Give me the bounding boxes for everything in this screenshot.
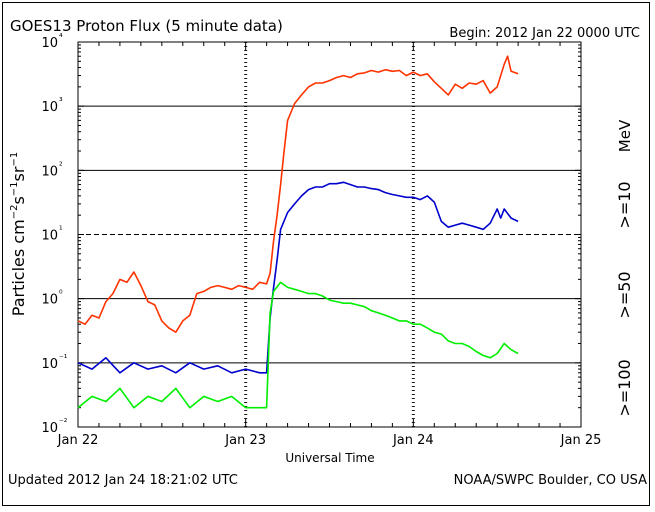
y-tick-label: 10	[41, 357, 58, 372]
y-tick-label: 10	[41, 100, 58, 115]
y-tick-label: 10	[41, 36, 58, 51]
chart-title: GOES13 Proton Flux (5 minute data)	[10, 17, 283, 35]
y-tick-exponent: ⁻²	[59, 418, 68, 428]
y-tick-exponent: ³	[59, 97, 63, 107]
y-tick-exponent: ²	[59, 161, 63, 171]
y-tick-exponent: ⁻¹	[59, 354, 68, 364]
x-tick-label: Jan 23	[224, 433, 266, 448]
y-tick-label: 10	[41, 421, 58, 436]
y-tick-exponent: ¹	[59, 226, 63, 236]
x-axis: Jan 22 Jan 23 Jan 24 Jan 25	[57, 42, 602, 448]
begin-time: Begin: 2012 Jan 22 0000 UTC	[449, 26, 640, 41]
legend-unit: MeV	[616, 119, 634, 152]
x-tick-label: Jan 24	[392, 433, 434, 448]
series-line-10mev	[77, 55, 519, 334]
legend-100mev: >=100	[615, 359, 634, 416]
series-line-50mev	[77, 181, 519, 374]
updated-time: Updated 2012 Jan 24 18:21:02 UTC	[8, 473, 238, 488]
y-tick-exponent: ⁰	[59, 290, 63, 300]
credit-label: NOAA/SWPC Boulder, CO USA	[454, 473, 647, 488]
x-tick-label: Jan 25	[560, 433, 602, 448]
legend-50mev: >=50	[615, 271, 634, 318]
y-tick-label: 10	[41, 164, 58, 179]
y-tick-label: 10	[41, 293, 58, 308]
x-tick-label: Jan 22	[57, 433, 99, 448]
series-line-100mev	[77, 281, 519, 409]
legend-10mev: >=10	[615, 181, 634, 228]
x-axis-label: Universal Time	[285, 451, 374, 465]
chart-frame	[2, 2, 650, 506]
y-tick-label: 10	[41, 229, 58, 244]
y-tick-exponent: ⁴	[59, 33, 63, 43]
series-group	[77, 55, 519, 409]
y-axis-label: Particles cm−2s−1sr−1	[9, 152, 28, 316]
grid	[78, 42, 581, 427]
y-axis: 10 ⁻²10 ⁻¹10 ⁰10 ¹10 ²10 ³10 ⁴	[41, 33, 581, 436]
